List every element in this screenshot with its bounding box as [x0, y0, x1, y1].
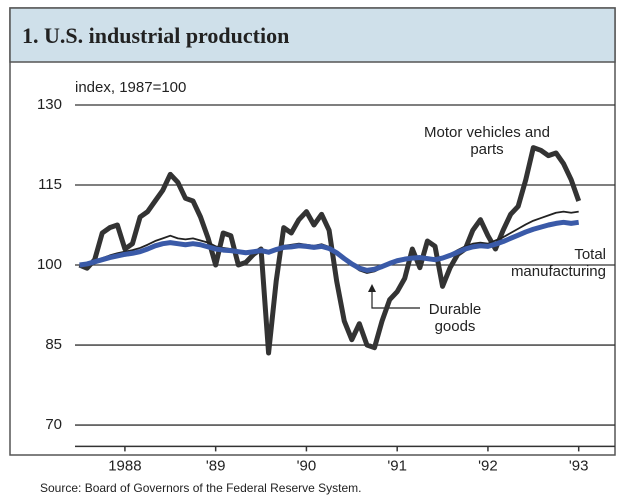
x-tick-label: '92 — [478, 457, 498, 474]
x-tick-label: '91 — [387, 457, 407, 474]
x-tick-label: '90 — [297, 457, 317, 474]
arrow-head — [368, 284, 376, 292]
y-tick-label: 115 — [38, 176, 62, 193]
leader-line — [371, 288, 420, 309]
header-band — [9, 7, 616, 63]
x-tick-label: '89 — [206, 457, 226, 474]
series-label: Total manufacturing — [510, 246, 606, 280]
x-tick-label: '93 — [569, 457, 589, 474]
series-line — [79, 219, 580, 273]
series-line — [78, 145, 582, 356]
y-tick-label: 70 — [45, 416, 62, 433]
y-axis-label: index, 1987=100 — [75, 79, 186, 96]
x-tick-label: 1988 — [108, 457, 141, 474]
series-label: Motor vehicles and parts — [424, 124, 550, 158]
source: Source: Board of Governors of the Federa… — [40, 481, 361, 495]
y-tick-label: 85 — [45, 336, 62, 353]
y-tick-label: 130 — [37, 96, 62, 113]
y-tick-label: 100 — [37, 256, 62, 273]
series-label: Durable goods — [428, 301, 482, 335]
chart-title: 1. U.S. industrial production — [22, 23, 289, 48]
